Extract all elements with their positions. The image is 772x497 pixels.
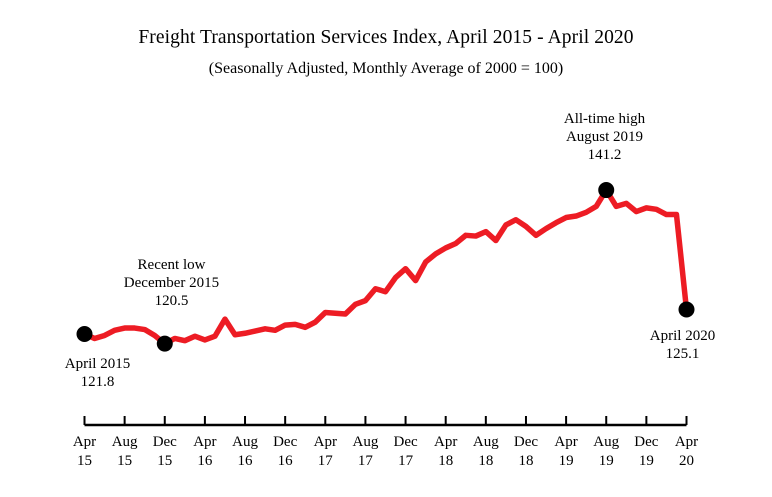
annotation-end-point-line1: April 2020 bbox=[649, 328, 716, 344]
x-axis-tick-label: Aug 15 bbox=[103, 433, 147, 471]
annotation-start-point: April 2015 121.8 bbox=[0, 355, 205, 391]
x-axis-tick-label: Dec 15 bbox=[143, 433, 187, 471]
tick-label-month: Dec bbox=[152, 434, 177, 450]
tick-label-year: 19 bbox=[638, 453, 654, 469]
highlighted-point-markers bbox=[76, 182, 695, 352]
annotation-end-point-value: 125.1 bbox=[665, 346, 700, 362]
annotation-recent-low-value: 120.5 bbox=[154, 293, 189, 309]
x-axis-tick-label: Apr 16 bbox=[183, 433, 227, 471]
freight-index-line-series bbox=[81, 187, 690, 347]
tick-label-year: 15 bbox=[117, 453, 133, 469]
tick-label-month: Aug bbox=[232, 434, 258, 450]
x-axis-tick-label: Aug 19 bbox=[584, 433, 628, 471]
chart-title: Freight Transportation Services Index, A… bbox=[138, 27, 634, 48]
tick-label-year: 19 bbox=[558, 453, 574, 469]
x-axis-tick-label: Dec 19 bbox=[624, 433, 668, 471]
tick-label-year: 18 bbox=[518, 453, 534, 469]
annotation-recent-low-line1: Recent low bbox=[137, 257, 206, 273]
tick-label-year: 17 bbox=[317, 453, 333, 469]
annotation-all-time-high: All-time high August 2019 141.2 bbox=[497, 110, 712, 164]
x-axis-tick-label: Aug 17 bbox=[343, 433, 387, 471]
tick-label-year: 15 bbox=[77, 453, 92, 469]
tick-label-year: 19 bbox=[598, 453, 614, 469]
index-line bbox=[81, 187, 690, 347]
tick-label-year: 17 bbox=[357, 453, 373, 469]
x-axis-tick-label: Apr 17 bbox=[303, 433, 347, 471]
tick-label-month: Dec bbox=[273, 434, 298, 450]
tick-label-month: Apr bbox=[554, 434, 578, 450]
data-point-marker bbox=[678, 301, 695, 318]
tick-label-year: 16 bbox=[197, 453, 213, 469]
tick-label-month: Aug bbox=[593, 434, 620, 450]
tick-label-month: Dec bbox=[634, 434, 659, 450]
data-point-marker bbox=[598, 182, 615, 199]
tick-label-month: Apr bbox=[72, 434, 97, 450]
tick-label-year: 18 bbox=[438, 453, 454, 469]
x-axis-tick-label: Apr 19 bbox=[544, 433, 588, 471]
tick-label-year: 15 bbox=[157, 453, 173, 469]
x-axis-tick-label: Aug 18 bbox=[464, 433, 508, 471]
x-axis-tick-label: Apr 20 bbox=[665, 433, 709, 471]
tick-label-month: Apr bbox=[193, 434, 217, 450]
annotation-start-point-line1: April 2015 bbox=[64, 356, 131, 372]
data-point-marker bbox=[156, 335, 173, 352]
tick-label-month: Apr bbox=[434, 434, 458, 450]
data-point-marker bbox=[76, 326, 93, 342]
tick-label-month: Aug bbox=[352, 434, 379, 450]
tick-label-month: Aug bbox=[111, 434, 138, 450]
x-axis-tick-label: Dec 17 bbox=[384, 433, 428, 471]
tick-label-year: 17 bbox=[398, 453, 414, 469]
annotation-start-point-value: 121.8 bbox=[80, 374, 115, 390]
tick-label-month: Aug bbox=[472, 434, 499, 450]
annotation-all-time-high-value: 141.2 bbox=[587, 147, 622, 163]
x-axis bbox=[83, 416, 688, 427]
tick-label-month: Apr bbox=[674, 434, 699, 450]
annotation-end-point: April 2020 125.1 bbox=[575, 327, 772, 363]
x-axis-tick-label: Dec 18 bbox=[504, 433, 548, 471]
tick-label-month: Dec bbox=[513, 434, 539, 450]
x-axis-tick-label: Apr 15 bbox=[63, 433, 107, 471]
chart-subtitle: (Seasonally Adjusted, Monthly Average of… bbox=[208, 60, 564, 77]
tick-label-year: 20 bbox=[679, 453, 694, 469]
tick-label-month: Dec bbox=[393, 434, 418, 450]
x-axis-tick-label: Aug 16 bbox=[223, 433, 267, 471]
annotation-all-time-high-line1: All-time high bbox=[563, 111, 646, 127]
x-axis-tick-label: Apr 18 bbox=[424, 433, 468, 471]
annotation-all-time-high-line2: August 2019 bbox=[565, 129, 644, 145]
tick-label-year: 16 bbox=[277, 453, 293, 469]
tick-label-month: Apr bbox=[313, 434, 337, 450]
annotation-recent-low-line2: December 2015 bbox=[123, 275, 220, 291]
x-axis-tick-label: Dec 16 bbox=[263, 433, 307, 471]
annotation-recent-low: Recent low December 2015 120.5 bbox=[64, 256, 279, 310]
tick-label-year: 16 bbox=[237, 453, 253, 469]
tick-label-year: 18 bbox=[478, 453, 494, 469]
